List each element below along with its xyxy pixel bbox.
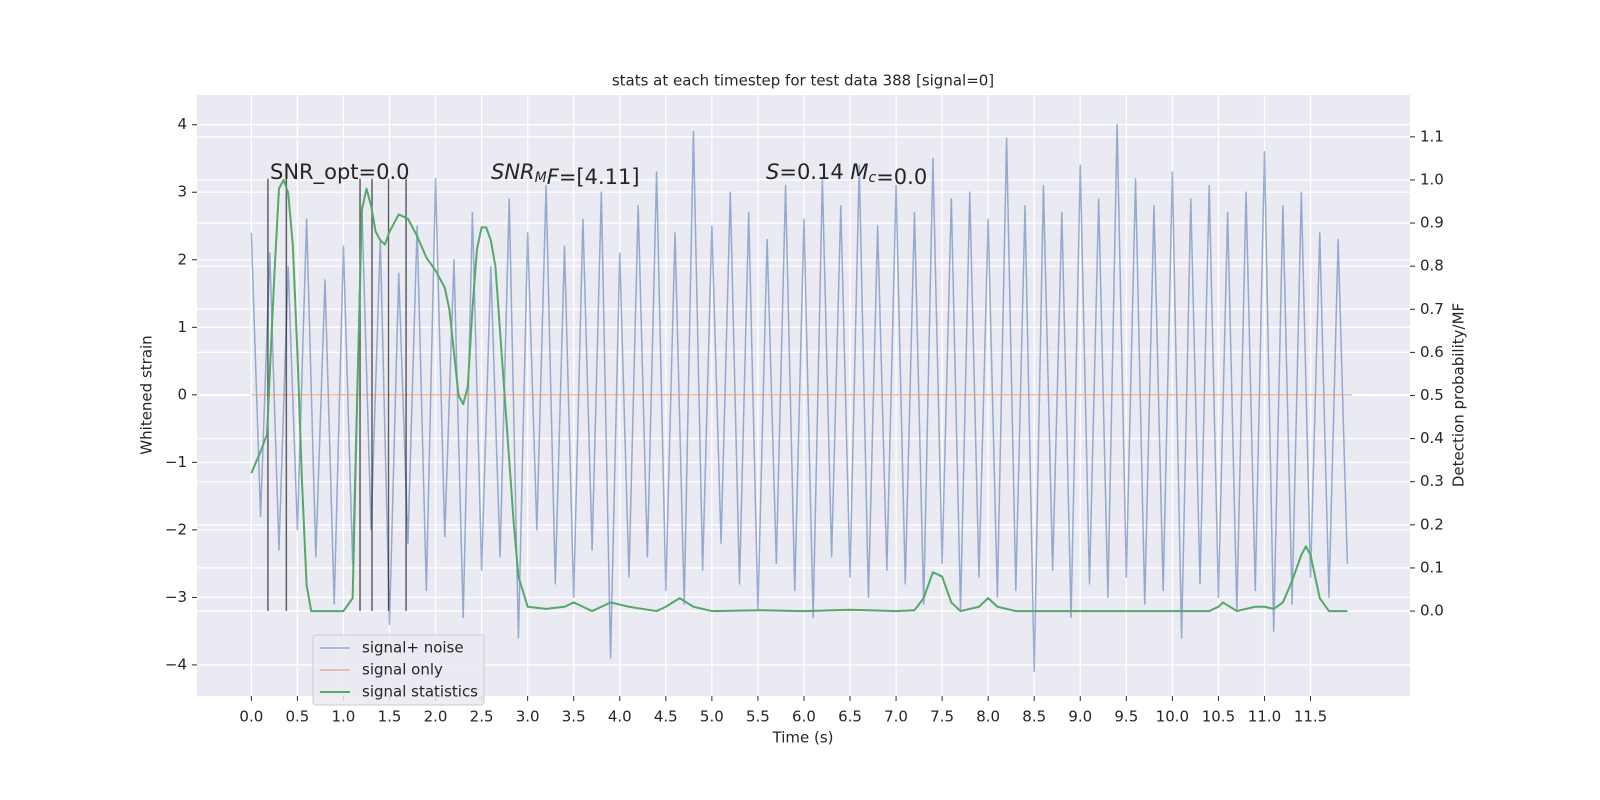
annotation: S=0.14 Mc=0.0 [766,160,927,189]
x-tick-label: 8.5 [1022,708,1046,726]
annotation-part: =0.0 [876,165,927,189]
series-line [250,123,1349,673]
x-tick-label: 3.0 [516,708,540,726]
y-tick-label: −2 [165,520,187,538]
annotation: SNR_opt=0.0 [270,160,410,185]
y2-tick-label: 0.6 [1420,343,1444,361]
y-tick-label: 2 [177,250,187,268]
y2-tick-label: 0.0 [1420,602,1444,620]
y-tick-label: −1 [165,453,187,471]
y-tick-label: 3 [177,183,187,201]
y2-tick-label: 0.9 [1420,214,1444,232]
x-tick-label: 5.5 [746,708,770,726]
y2-tick-label: 0.4 [1420,429,1444,447]
y-tick-label: 4 [177,115,187,133]
annotation-part: M [850,160,868,184]
y-tick-label: 1 [177,318,187,336]
y-tick-label: −4 [165,655,187,673]
x-tick-label: 5.0 [700,708,724,726]
y2-tick-label: 1.1 [1420,127,1444,145]
legend-box [312,634,485,706]
annotation-part: c [869,170,877,186]
x-tick-label: 0.0 [239,708,263,726]
x-tick-label: 8.0 [976,708,1000,726]
series-line [250,178,1348,613]
x-tick-label: 4.0 [608,708,632,726]
x-tick-label: 11.0 [1248,708,1281,726]
y2-tick-label: 0.8 [1420,257,1444,275]
legend-label: signal+ noise [362,639,464,657]
x-tick-label: 9.5 [1114,708,1138,726]
marks: SNR_opt=0.0 SNRMF=[4.11] S=0.14 Mc=0.0 [250,123,1352,673]
x-tick-label: 1.5 [378,708,402,726]
y-axis-label: Whitened strain [138,335,156,454]
x-tick-label: 2.5 [470,708,494,726]
y2-tick-label: 0.2 [1420,515,1444,533]
y2-tick-label: 0.5 [1420,386,1444,404]
x-tick-label: 7.0 [884,708,908,726]
y2-tick-label: 0.3 [1420,472,1444,490]
y2-tick-label: 0.1 [1420,558,1444,576]
x-tick-label: 2.0 [424,708,448,726]
x-axis-label: Time (s) [772,729,834,747]
x-tick-label: 0.5 [285,708,309,726]
annotation-part: F [547,165,560,189]
chart-title: stats at each timestep for test data 388… [612,72,994,90]
x-tick-label: 3.5 [562,708,586,726]
legend-label: signal statistics [362,683,478,701]
x-tick-label: 7.5 [930,708,954,726]
axes: 0.0 0.5 1.0 1.5 2.0 2.5 3.0 3.5 4.0 4.5 5.0 5.5 6.0 6… [165,115,1444,725]
y2-axis-label: Detection probability/MF [1450,303,1468,487]
x-tick-label: 6.0 [792,708,816,726]
y2-tick-label: 0.7 [1420,300,1444,318]
x-tick-label: 10.0 [1156,708,1189,726]
x-tick-label: 11.5 [1294,708,1327,726]
y2-tick-label: 1.0 [1420,170,1444,188]
y-tick-label: −3 [165,588,187,606]
legend-label: signal only [362,661,443,679]
x-tick-label: 6.5 [838,708,862,726]
y-tick-label: 0 [177,385,187,403]
annotation-part: =0.14 [779,160,850,184]
annotation-part: S [766,160,779,184]
legend: signal+ noise signal only signal statistic… [312,634,485,706]
annotation-part: M [535,170,547,186]
annotation-part: SNR [491,160,535,184]
x-tick-label: 9.0 [1068,708,1092,726]
annotation-part: =[4.11] [559,165,640,189]
x-tick-label: 4.5 [654,708,678,726]
annotation: SNRMF=[4.11] [491,160,640,189]
x-tick-label: 10.5 [1202,708,1235,726]
x-tick-label: 1.0 [332,708,356,726]
annotation-part: SNR_opt=0.0 [270,160,410,185]
